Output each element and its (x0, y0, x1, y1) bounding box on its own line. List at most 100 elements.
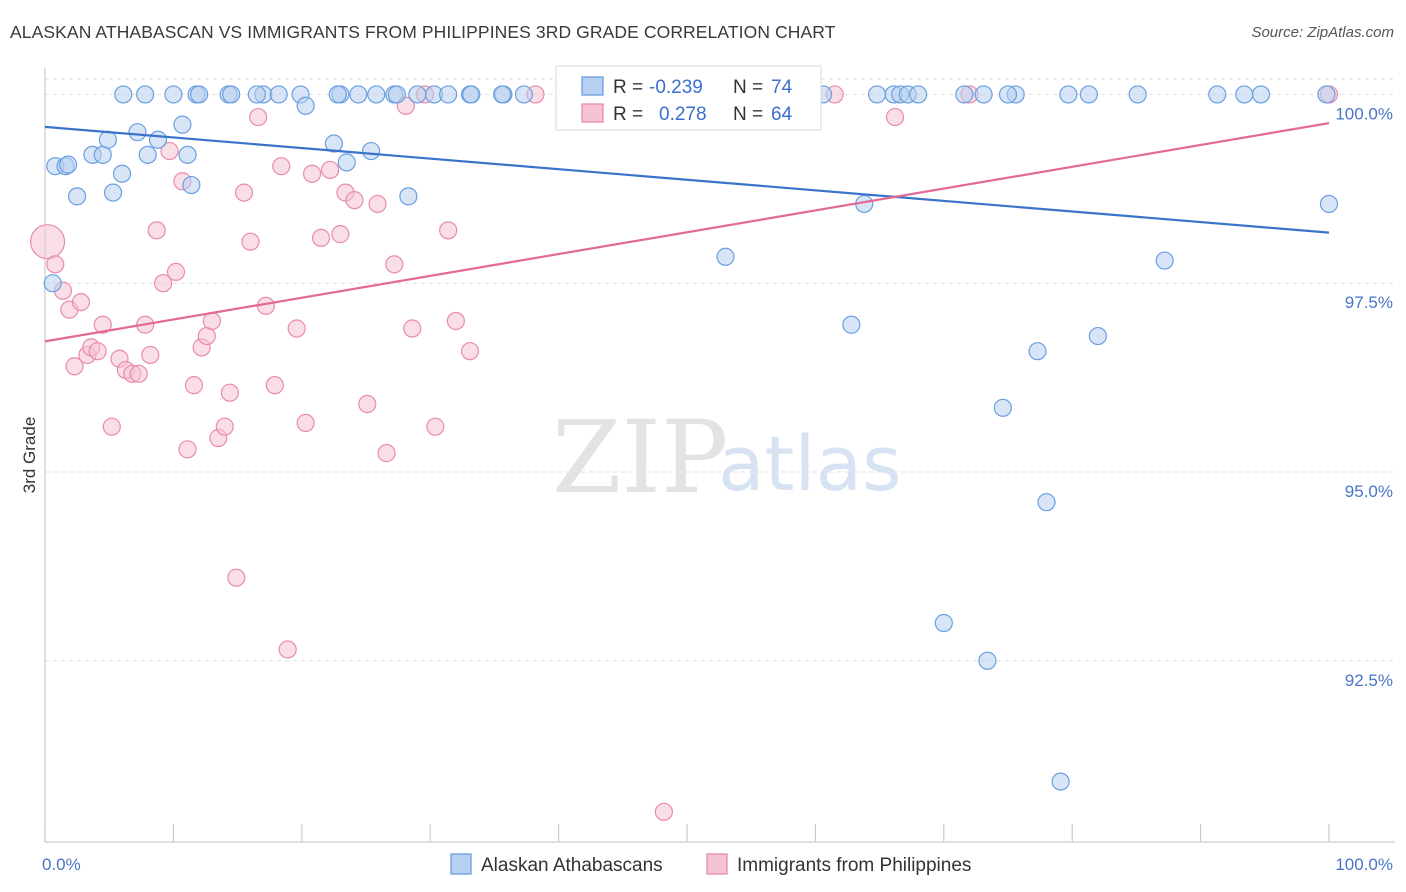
point-philippines (154, 274, 173, 293)
point-philippines (197, 326, 216, 346)
point-athabascan (59, 155, 78, 174)
y-tick-label: 95.0% (1345, 482, 1393, 501)
point-philippines (65, 357, 84, 376)
point-athabascan (222, 85, 241, 104)
point-athabascan (1028, 342, 1047, 361)
legend-r-label-1: R = (613, 77, 643, 98)
point-philippines (385, 255, 404, 274)
point-athabascan (974, 85, 993, 104)
legend-n-label-1: N = (733, 77, 763, 98)
point-philippines (302, 164, 322, 183)
point-philippines (331, 225, 350, 244)
y-tick-label: 92.5% (1345, 671, 1393, 690)
point-philippines (160, 141, 179, 161)
point-philippines (265, 376, 284, 395)
x-tick-label-max: 100.0% (1335, 855, 1393, 874)
bottom-legend-label-blue: Alaskan Athabascans (481, 855, 663, 876)
point-philippines (249, 107, 268, 127)
point-athabascan (387, 85, 406, 104)
point-philippines (446, 311, 465, 331)
point-athabascan (93, 145, 112, 164)
point-athabascan (462, 85, 481, 104)
legend-n-label-2: N = (733, 104, 763, 125)
legend-r-label-2: R = (613, 104, 643, 125)
bottom-legend-swatch-pink (706, 853, 728, 875)
point-philippines (178, 440, 197, 459)
stats-legend: R = -0.239 N = 74 R = 0.278 N = 64 (555, 65, 822, 131)
point-athabascan (164, 85, 183, 104)
point-athabascan (349, 85, 368, 104)
point-athabascan (178, 145, 197, 164)
point-philippines (227, 568, 246, 587)
y-axis-title: 3rd Grade (20, 417, 39, 494)
point-athabascan (362, 141, 381, 161)
legend-n-value-1: 74 (771, 77, 793, 98)
chart-title: ALASKAN ATHABASCAN VS IMMIGRANTS FROM PH… (10, 22, 836, 42)
point-philippines (93, 315, 112, 334)
trend-lines (44, 122, 1330, 343)
point-athabascan (842, 315, 861, 334)
trend-line-athabascan (44, 125, 1330, 234)
point-athabascan (67, 187, 87, 206)
point-athabascan (114, 85, 133, 104)
point-philippines (368, 194, 387, 214)
point-philippines (129, 364, 148, 383)
point-athabascan (993, 398, 1012, 417)
point-philippines (184, 376, 204, 395)
axes: 100.0% 97.5% 95.0% 92.5% 0.0% 100.0% 3rd Grade (20, 68, 1395, 874)
point-athabascan (1317, 85, 1336, 104)
point-athabascan (112, 164, 132, 183)
point-philippines (71, 292, 91, 312)
point-athabascan (716, 247, 735, 266)
point-athabascan (1155, 251, 1174, 270)
point-athabascan (1208, 85, 1227, 104)
point-athabascan (493, 85, 512, 104)
point-philippines (141, 345, 160, 365)
point-athabascan (182, 175, 201, 195)
point-athabascan (399, 187, 418, 206)
point-philippines (426, 417, 445, 436)
point-philippines (287, 319, 306, 338)
legend-swatch-blue (581, 76, 604, 96)
point-athabascan (978, 651, 997, 670)
point-athabascan (1088, 326, 1107, 346)
point-philippines (439, 221, 458, 240)
point-philippines (234, 183, 254, 202)
trend-line-philippines (44, 122, 1330, 343)
y-tick-label: 97.5% (1345, 293, 1393, 312)
legend-r-value-1: -0.239 (649, 77, 703, 98)
point-athabascan (269, 85, 288, 104)
point-philippines (358, 394, 377, 414)
point-athabascan (909, 85, 928, 104)
point-athabascan (867, 85, 887, 104)
point-philippines (241, 232, 260, 251)
point-athabascan (189, 85, 209, 104)
point-athabascan (1251, 85, 1271, 104)
gridlines (45, 78, 1395, 662)
point-athabascan (136, 85, 155, 104)
point-philippines (102, 417, 121, 436)
point-athabascan (337, 153, 356, 172)
point-philippines (215, 417, 234, 436)
point-athabascan (98, 130, 118, 149)
point-philippines (88, 342, 107, 361)
point-athabascan (955, 85, 974, 104)
point-athabascan (439, 85, 458, 104)
point-athabascan (324, 134, 343, 153)
point-philippines (320, 160, 340, 180)
bottom-legend-label-pink: Immigrants from Philippines (737, 855, 971, 876)
point-athabascan (128, 123, 147, 142)
watermark-atlas: atlas (718, 419, 902, 508)
point-athabascan (328, 85, 347, 104)
source-label: Source: ZipAtlas.com (1251, 24, 1394, 41)
point-philippines (296, 413, 315, 433)
point-athabascan (1128, 85, 1147, 104)
point-athabascan (408, 85, 427, 104)
point-philippines (403, 319, 422, 338)
point-athabascan (1079, 85, 1098, 104)
point-athabascan (1059, 85, 1078, 104)
point-athabascan (138, 145, 157, 164)
point-philippines (885, 107, 905, 127)
point-athabascan (296, 96, 315, 115)
